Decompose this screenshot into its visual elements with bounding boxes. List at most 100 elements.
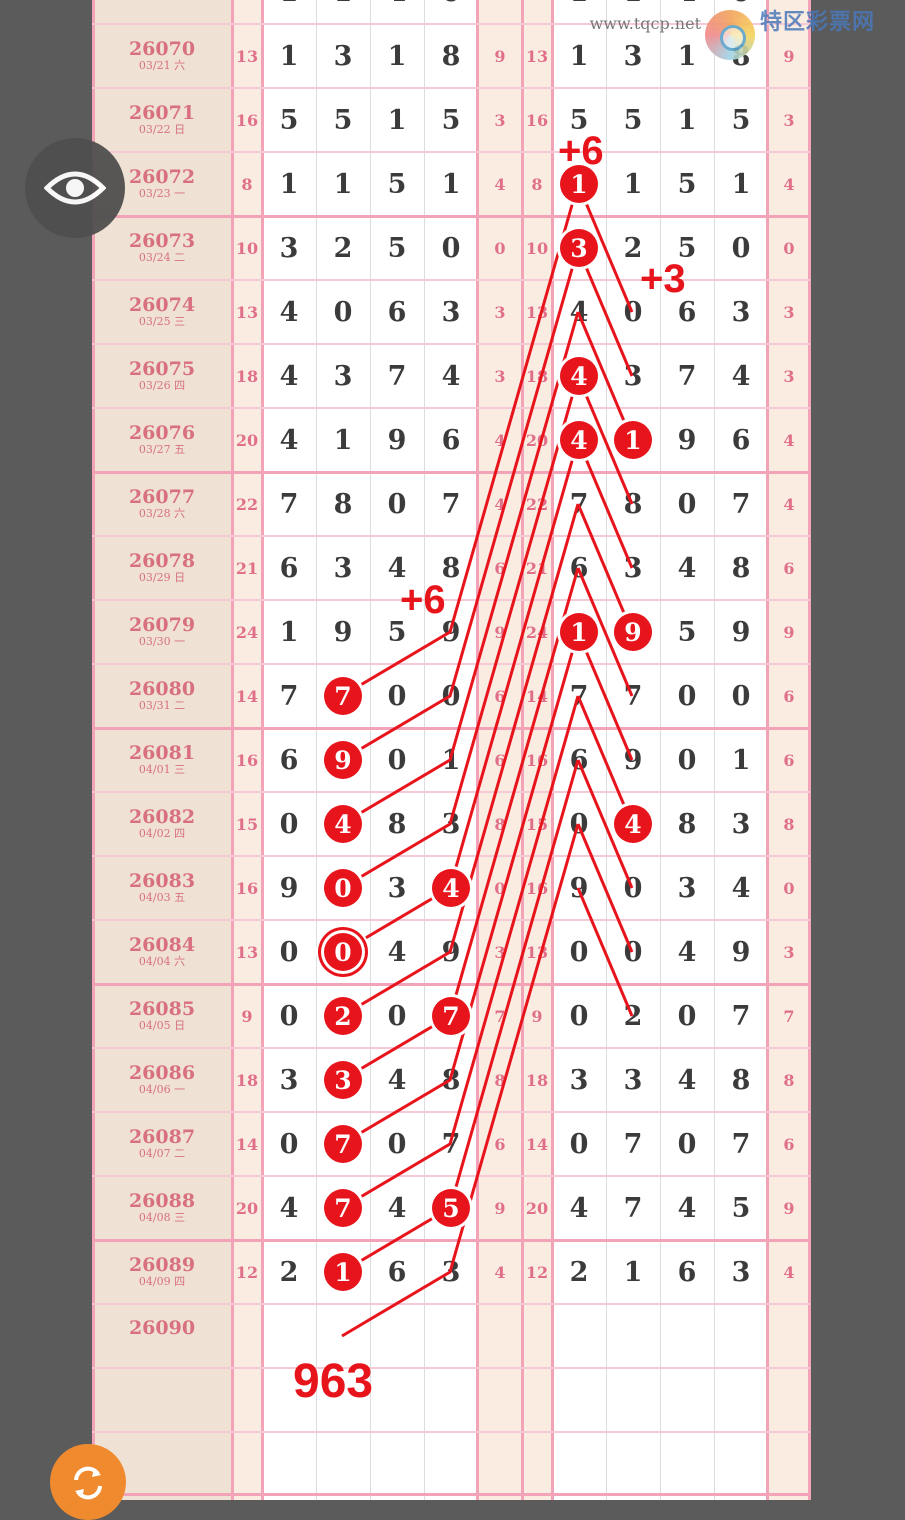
digit-value: 1 — [333, 424, 353, 456]
tail-cell: 3 — [783, 110, 795, 130]
digit-value: 4 — [441, 360, 461, 392]
tail-cell: 0 — [783, 878, 795, 898]
highlighted-digit: 4 — [560, 357, 598, 395]
digit-cell: 8 — [714, 1048, 768, 1112]
sum-cell: 14 — [235, 1134, 259, 1154]
digit-value: 0 — [569, 1000, 589, 1032]
digit-cell: 5 — [552, 88, 606, 152]
annotation-plus6-mid: +6 — [400, 578, 446, 622]
watermark-name: 特区彩票网 — [760, 10, 876, 35]
digit-cell: 0 — [552, 1112, 606, 1176]
issue-date: 04/06 一 — [138, 1083, 186, 1096]
digit-cell: 0 — [316, 856, 370, 920]
digit-cell: 1 — [714, 728, 768, 792]
digit-cell: 6 — [424, 408, 478, 472]
digit-cell: 3 — [714, 1240, 768, 1304]
digit-cell: 3 — [316, 536, 370, 600]
row-divider — [92, 215, 810, 218]
digit-value: 8 — [441, 552, 461, 584]
digit-value: 3 — [731, 808, 751, 840]
tail-cell: 4 — [783, 1262, 795, 1282]
digit-value: 2 — [569, 1256, 589, 1288]
row-divider — [92, 279, 810, 281]
digit-cell: 0 — [660, 664, 714, 728]
digit-cell: 7 — [316, 1176, 370, 1240]
digit-cell: 8 — [370, 792, 424, 856]
digit-cell: 5 — [606, 88, 660, 152]
digit-value: 5 — [387, 616, 407, 648]
highlighted-digit: 5 — [432, 1189, 470, 1227]
digit-cell: 8 — [660, 792, 714, 856]
trend-line — [576, 439, 634, 569]
grid-line — [231, 0, 234, 1500]
row-divider — [92, 1367, 810, 1369]
row-divider — [92, 87, 810, 89]
digit-cell: 3 — [370, 856, 424, 920]
digit-value: 0 — [677, 744, 697, 776]
trend-line — [341, 375, 580, 890]
issue-date: 03/29 日 — [138, 571, 186, 584]
tail-cell: 9 — [494, 1198, 506, 1218]
digit-value: 4 — [279, 424, 299, 456]
digit-value: 4 — [387, 1064, 407, 1096]
digit-cell: 6 — [370, 280, 424, 344]
refresh-icon — [74, 1466, 102, 1500]
sum-cell: 8 — [531, 174, 543, 194]
tail-cell: 9 — [494, 46, 506, 66]
digit-cell: 8 — [316, 472, 370, 536]
row-divider — [92, 1239, 810, 1242]
digit-value: 7 — [279, 488, 299, 520]
digit-cell: 3 — [606, 24, 660, 88]
digit-cell: 1 — [606, 152, 660, 216]
row-divider — [92, 343, 810, 345]
digit-value: 7 — [623, 1128, 643, 1160]
grid-line — [92, 0, 95, 1500]
digit-value: 0 — [387, 680, 407, 712]
refresh-button[interactable] — [50, 1444, 126, 1520]
tail-cell: 8 — [494, 1070, 506, 1090]
digit-cell: 9 — [262, 856, 316, 920]
digit-cell: 7 — [262, 472, 316, 536]
trend-line — [341, 823, 580, 1338]
tail-cell: 3 — [494, 366, 506, 386]
digit-value: 3 — [387, 872, 407, 904]
digit-value: 3 — [333, 552, 353, 584]
digit-value: 4 — [279, 360, 299, 392]
issue-number: 26075 — [128, 358, 196, 380]
digit-cell: 8 — [714, 536, 768, 600]
digit-cell: 3 — [552, 216, 606, 280]
digit-value: 8 — [731, 1064, 751, 1096]
digit-cell: 5 — [714, 1176, 768, 1240]
tail-cell: 9 — [783, 1198, 795, 1218]
digit-value: 5 — [387, 232, 407, 264]
grid-line — [476, 0, 479, 1500]
trend-line — [576, 375, 634, 505]
digit-cell: 2 — [262, 1240, 316, 1304]
sum-cell: 8 — [241, 174, 253, 194]
digit-cell: 4 — [660, 920, 714, 984]
eye-icon — [44, 171, 106, 205]
sum-cell: 10 — [235, 238, 259, 258]
digit-cell: 0 — [316, 280, 370, 344]
issue-cell: 26077 03/28 六 — [92, 472, 232, 536]
issue-number: 26086 — [128, 1062, 196, 1084]
prediction-label: 963 — [293, 1355, 374, 1408]
digit-cell: 4 — [660, 1176, 714, 1240]
issue-date: 03/22 日 — [138, 123, 186, 136]
highlighted-digit: 9 — [324, 741, 362, 779]
digit-value: 3 — [333, 360, 353, 392]
column-background — [92, 0, 232, 1500]
digit-value: 1 — [570, 0, 589, 8]
digit-cell: 6 — [262, 536, 316, 600]
digit-value: 1 — [731, 744, 751, 776]
eye-toggle-button[interactable] — [25, 138, 125, 238]
digit-value: 2 — [279, 1256, 299, 1288]
issue-date: 03/24 二 — [138, 251, 186, 264]
grid-line — [714, 0, 715, 1500]
row-divider — [92, 1303, 810, 1305]
watermark-url: www.tqcp.net — [589, 14, 701, 33]
digit-value: 1 — [731, 168, 751, 200]
grid-line — [370, 0, 371, 1500]
digit-cell: 1 — [552, 24, 606, 88]
column-background — [478, 0, 522, 1500]
